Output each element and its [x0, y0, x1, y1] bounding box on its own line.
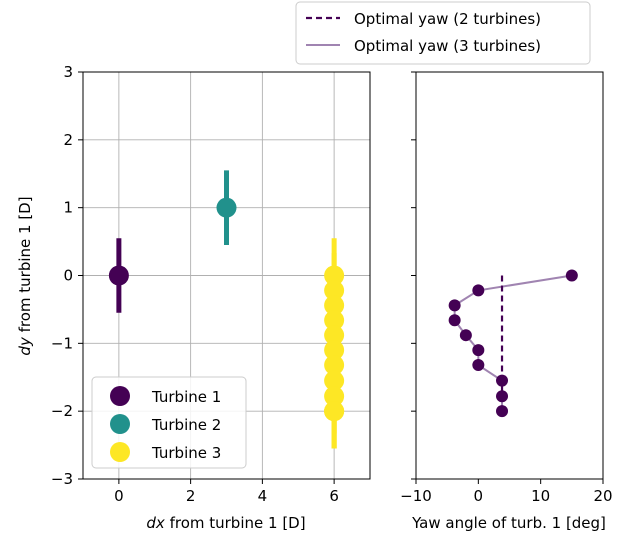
left-x-tick-label: 2 — [186, 487, 196, 505]
optimal-yaw-3-line — [453, 274, 572, 412]
left-legend: Turbine 1 Turbine 2 Turbine 3 — [91, 376, 247, 469]
right-x-tick-label: 0 — [474, 487, 484, 505]
yaw-point — [496, 405, 509, 418]
left-y-tick-label: −1 — [51, 334, 73, 352]
left-x-tick-label: 6 — [329, 487, 339, 505]
left-y-tick-label: −2 — [51, 402, 73, 420]
right-legend-box — [295, 1, 591, 65]
left-x-axis-label: dx from turbine 1 [D] — [146, 514, 305, 532]
right-x-axis-label: Yaw angle of turb. 1 [deg] — [411, 514, 606, 532]
turbine-3-point — [324, 386, 345, 407]
right-x-tick-label: −10 — [400, 487, 432, 505]
yaw-point — [565, 269, 578, 282]
turbine-3-point — [324, 340, 345, 361]
left-legend-box — [91, 376, 247, 469]
turbine-1-point — [108, 265, 129, 286]
left-y-tick-label: 2 — [63, 131, 73, 149]
yaw-point — [472, 284, 485, 297]
yaw-point — [448, 314, 461, 327]
right-x-tick-label: 10 — [531, 487, 550, 505]
turbine-2-point — [216, 197, 237, 218]
right-marks — [448, 269, 578, 418]
legend-label-turbine-1: Turbine 1 — [151, 388, 221, 406]
left-ticks: 0 2 4 6 −3 −2 −1 0 1 2 3 — [51, 63, 339, 505]
left-y-tick-label: 3 — [63, 63, 73, 81]
yaw-point — [496, 390, 509, 403]
right-ticks: −10 0 10 20 — [400, 71, 613, 505]
turbine-3-point — [324, 325, 345, 346]
yaw-point — [496, 374, 509, 387]
turbine-3-point — [324, 401, 345, 422]
left-x-tick-label: 4 — [258, 487, 268, 505]
left-panel: 0 2 4 6 −3 −2 −1 0 1 2 3 dx from turbine 1 [D] dy … — [16, 63, 371, 532]
left-y-tick-label: 1 — [63, 199, 73, 217]
left-y-tick-label: −3 — [51, 470, 73, 488]
yaw-point — [472, 344, 485, 357]
yaw-point — [448, 299, 461, 312]
turbine-3-point — [324, 280, 345, 301]
legend-label-turbine-3: Turbine 3 — [151, 444, 221, 462]
turbine-3-point — [324, 370, 345, 391]
right-x-tick-label: 20 — [593, 487, 612, 505]
left-x-tick-label: 0 — [114, 487, 124, 505]
legend-label-optimal-yaw-3: Optimal yaw (3 turbines) — [354, 37, 541, 55]
legend-marker-turbine-3 — [110, 442, 130, 462]
legend-marker-turbine-1 — [110, 386, 130, 406]
turbine-3-point — [324, 310, 345, 331]
legend-label-optimal-yaw-2: Optimal yaw (2 turbines) — [354, 10, 541, 28]
legend-label-turbine-2: Turbine 2 — [151, 416, 221, 434]
yaw-point — [459, 329, 472, 342]
right-legend: Optimal yaw (2 turbines) Optimal yaw (3 … — [295, 1, 591, 65]
turbine-3-point — [324, 355, 345, 376]
right-panel: −10 0 10 20 Yaw angle of turb. 1 [deg] Opti… — [295, 1, 613, 532]
turbine-3-point — [324, 265, 345, 286]
left-y-axis-label: dy from turbine 1 [D] — [16, 196, 34, 355]
yaw-point — [472, 359, 485, 372]
left-y-tick-label: 0 — [63, 267, 73, 285]
legend-marker-turbine-2 — [110, 414, 130, 434]
left-marks — [108, 170, 345, 449]
turbine-3-point — [324, 295, 345, 316]
